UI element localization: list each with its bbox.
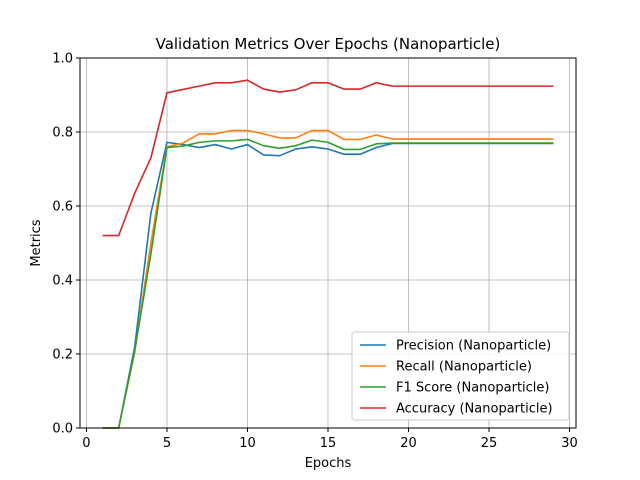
x-tick-label: 15 (320, 436, 337, 451)
legend-entry-3: Accuracy (Nanoparticle) (396, 402, 553, 417)
y-tick-label: 0.0 (52, 422, 73, 437)
y-tick-label: 1.0 (52, 52, 73, 67)
legend-entry-2: F1 Score (Nanoparticle) (396, 381, 549, 396)
chart-title: Validation Metrics Over Epochs (Nanopart… (156, 35, 501, 53)
x-tick-label: 5 (163, 436, 171, 451)
x-tick-label: 10 (239, 436, 256, 451)
x-axis-label: Epochs (305, 456, 352, 471)
ticks: 0 5 10 15 20 25 30 0.0 0.2 0.4 0.6 0.8 1.0 (52, 52, 578, 452)
x-tick-label: 30 (561, 436, 578, 451)
series-line-2 (102, 138, 554, 429)
y-tick-label: 0.8 (52, 126, 73, 141)
y-tick-label: 0.6 (52, 200, 73, 215)
y-tick-label: 0.2 (52, 348, 73, 363)
legend-box (351, 331, 570, 421)
y-axis-label: Metrics (29, 219, 44, 266)
legend-entry-0: Precision (Nanoparticle) (396, 339, 551, 354)
x-tick-label: 25 (481, 436, 498, 451)
legend: Precision (Nanoparticle) Recall (Nanopart… (351, 331, 570, 421)
y-tick-label: 0.4 (52, 274, 73, 289)
series-line-1 (102, 129, 554, 429)
series-lines (102, 79, 554, 429)
x-tick-label: 20 (400, 436, 417, 451)
x-tick-label: 0 (82, 436, 90, 451)
legend-entry-1: Recall (Nanoparticle) (396, 360, 532, 375)
series-line-3 (102, 79, 554, 237)
